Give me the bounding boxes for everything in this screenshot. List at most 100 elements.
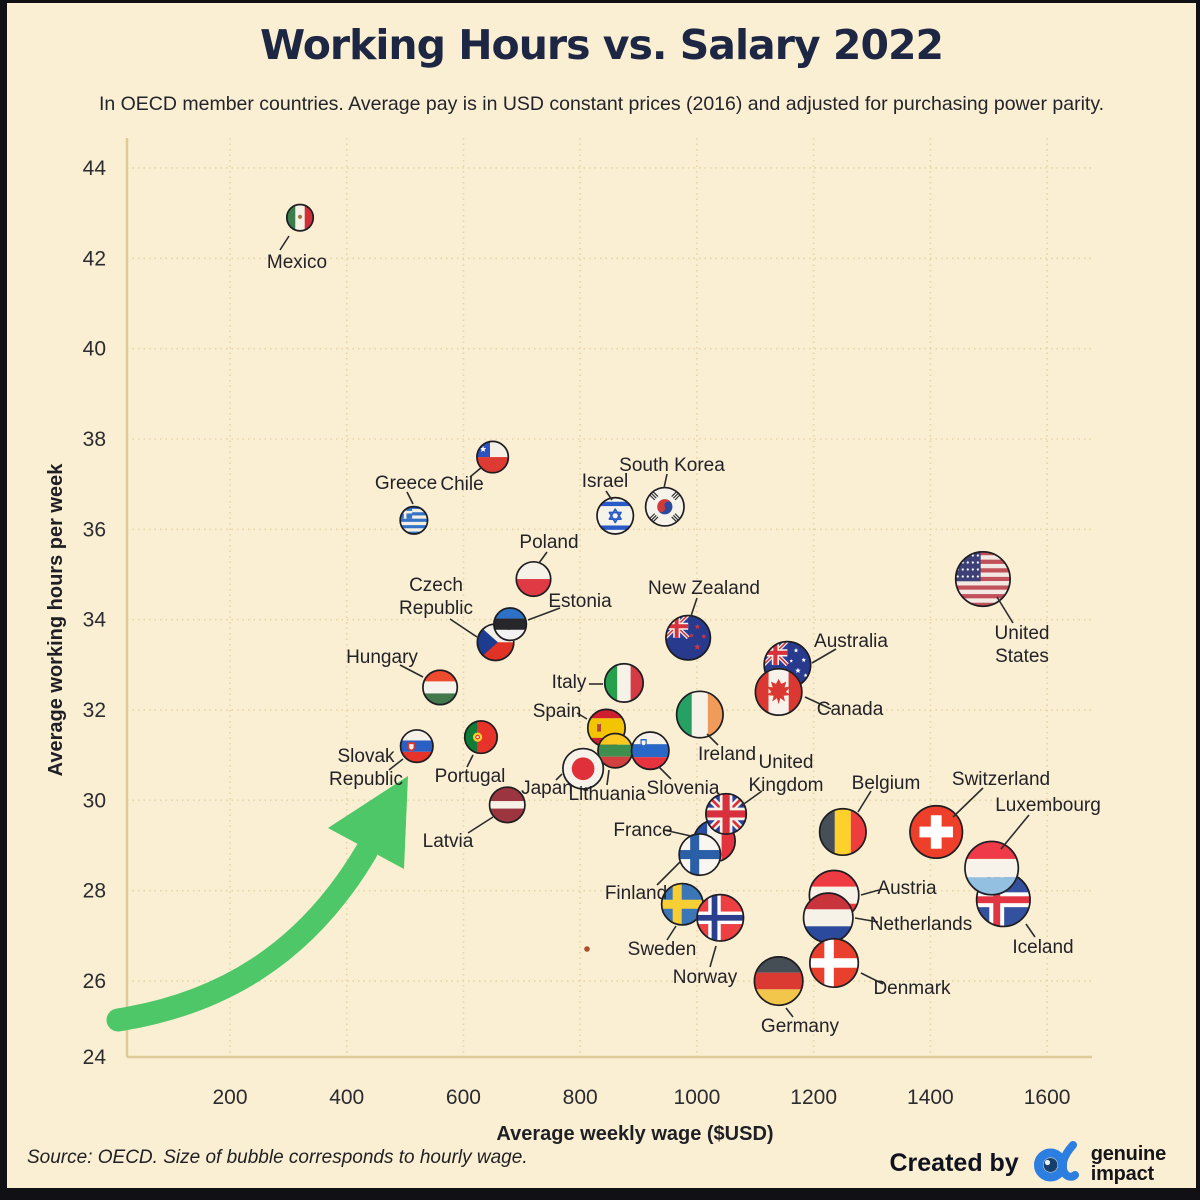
bubble-poland bbox=[515, 561, 552, 598]
country-label-united-kingdom: United Kingdom bbox=[749, 752, 824, 796]
leader-south-korea bbox=[663, 473, 668, 489]
country-label-spain: Spain bbox=[533, 701, 582, 722]
country-label-sweden: Sweden bbox=[628, 939, 697, 960]
leader-iceland bbox=[1025, 923, 1036, 938]
bubble-outline-luxembourg bbox=[964, 840, 1020, 896]
x-tick-labels: 200 400 600 800 1000 1200 1400 1600 bbox=[212, 1086, 1070, 1109]
country-label-poland: Poland bbox=[519, 532, 578, 553]
leader-czech-republic bbox=[449, 618, 478, 638]
bubble-outline-chile bbox=[476, 440, 510, 474]
leader-lines bbox=[279, 235, 1036, 1018]
bubble-outline-canada bbox=[754, 667, 803, 717]
y-axis-title: Average working hours per week bbox=[45, 463, 67, 777]
bubble-outline-germany bbox=[753, 955, 804, 1007]
country-label-israel: Israel bbox=[582, 471, 628, 492]
country-label-austria: Austria bbox=[877, 878, 937, 899]
country-label-czech-republic: Czech Republic bbox=[399, 575, 473, 619]
country-label-iceland: Iceland bbox=[1012, 937, 1073, 958]
bubble-outline-slovenia bbox=[630, 731, 670, 771]
leader-lithuania bbox=[606, 769, 610, 786]
country-label-slovenia: Slovenia bbox=[647, 778, 720, 799]
bubble-outline-switzerland bbox=[909, 804, 964, 860]
country-label-luxembourg: Luxembourg bbox=[995, 795, 1101, 816]
country-label-chile: Chile bbox=[440, 474, 483, 495]
infographic-card: Working Hours vs. Salary 2022 In OECD me… bbox=[7, 3, 1196, 1188]
bubble-outline-ireland bbox=[675, 690, 724, 739]
created-by-label: Created by bbox=[889, 1149, 1019, 1177]
x-tick-600: 600 bbox=[446, 1086, 481, 1109]
page-subtitle: In OECD member countries. Average pay is… bbox=[98, 93, 1105, 115]
x-tick-1000: 1000 bbox=[674, 1086, 721, 1109]
brand-name: genuine impact bbox=[1090, 1142, 1166, 1185]
country-label-italy: Italy bbox=[552, 672, 587, 693]
bubble-outline-latvia bbox=[488, 786, 526, 824]
bubble-estonia bbox=[493, 607, 528, 642]
leader-norway bbox=[709, 945, 717, 968]
x-tick-1400: 1400 bbox=[907, 1086, 954, 1109]
leader-belgium bbox=[857, 790, 872, 813]
country-label-germany: Germany bbox=[761, 1016, 840, 1037]
leader-mexico bbox=[279, 235, 290, 251]
page-title: Working Hours vs. Salary 2022 bbox=[259, 21, 944, 69]
country-label-greece: Greece bbox=[375, 473, 437, 494]
y-tick-28: 28 bbox=[83, 880, 106, 903]
country-label-denmark: Denmark bbox=[873, 978, 951, 999]
leader-new-zealand bbox=[690, 597, 698, 617]
leader-australia bbox=[811, 648, 837, 664]
bubble-outline-japan bbox=[562, 747, 605, 790]
country-label-south-korea: South Korea bbox=[619, 455, 725, 476]
country-label-latvia: Latvia bbox=[423, 831, 474, 852]
leader-switzerland bbox=[952, 787, 984, 818]
leader-denmark bbox=[860, 972, 884, 985]
country-label-france: France bbox=[613, 820, 672, 841]
leader-united-states bbox=[996, 596, 1014, 624]
leader-israel bbox=[605, 490, 613, 501]
leader-poland bbox=[538, 551, 548, 564]
country-label-slovak-republic: Slovak Republic bbox=[329, 746, 403, 790]
bubble-outline-united-kingdom bbox=[705, 792, 748, 835]
leader-spain bbox=[576, 712, 588, 720]
y-tick-42: 42 bbox=[83, 247, 106, 270]
leader-chile bbox=[469, 466, 483, 478]
bubble-outline-finland bbox=[678, 833, 722, 877]
leader-slovenia bbox=[658, 766, 672, 780]
x-tick-200: 200 bbox=[212, 1086, 247, 1109]
country-label-estonia: Estonia bbox=[548, 591, 612, 612]
y-tick-34: 34 bbox=[83, 609, 107, 632]
x-axis-title: Average weekly wage ($USD) bbox=[496, 1123, 773, 1145]
x-tick-400: 400 bbox=[329, 1086, 364, 1109]
bubble-outline-italy bbox=[603, 662, 645, 703]
bubble-outline-norway bbox=[696, 893, 745, 942]
leader-slovak-republic bbox=[388, 758, 404, 771]
leader-latvia bbox=[467, 816, 494, 834]
y-tick-24: 24 bbox=[83, 1046, 107, 1069]
bubble-outline-mexico bbox=[285, 203, 315, 232]
bubble-outline-new-zealand bbox=[665, 614, 712, 661]
country-label-mexico: Mexico bbox=[267, 252, 327, 273]
country-bubbles bbox=[285, 203, 1031, 1007]
x-tick-1600: 1600 bbox=[1024, 1086, 1071, 1109]
bubble-outline-slovak-republic bbox=[399, 729, 434, 764]
leader-sweden bbox=[666, 925, 677, 941]
y-tick-labels: 24 26 28 30 32 34 36 38 40 42 44 bbox=[83, 157, 107, 1069]
leader-united-kingdom bbox=[740, 790, 763, 807]
credit-block: Created by genuine impact bbox=[889, 1137, 1166, 1188]
leader-hungary bbox=[399, 664, 424, 678]
country-label-switzerland: Switzerland bbox=[952, 769, 1050, 790]
bubble-outline-portugal bbox=[463, 720, 499, 755]
genuine-impact-logo-icon bbox=[1031, 1137, 1079, 1188]
leader-portugal bbox=[466, 754, 474, 768]
chart-canvas: 24 26 28 30 32 34 36 38 40 42 44 200 400 600 800 1000 12… bbox=[45, 138, 1101, 1145]
leader-austria bbox=[860, 889, 880, 896]
leader-canada bbox=[804, 696, 832, 710]
leader-japan bbox=[555, 773, 563, 781]
country-label-lithuania: Lithuania bbox=[568, 784, 646, 805]
country-label-hungary: Hungary bbox=[346, 647, 418, 668]
bubble-outline-israel bbox=[596, 496, 635, 535]
leader-estonia bbox=[527, 607, 561, 621]
country-label-ireland: Ireland bbox=[698, 744, 756, 765]
leader-germany bbox=[785, 1007, 794, 1018]
y-tick-38: 38 bbox=[83, 428, 106, 451]
country-label-australia: Australia bbox=[814, 631, 888, 652]
